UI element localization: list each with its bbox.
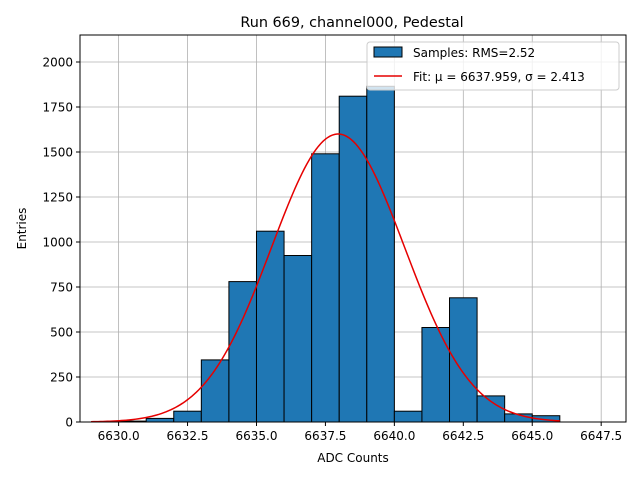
histogram-bar bbox=[311, 153, 340, 423]
histogram-bar bbox=[283, 255, 313, 423]
histogram-bar bbox=[228, 281, 257, 423]
legend-label-samples: Samples: RMS=2.52 bbox=[413, 46, 535, 60]
x-tick-label: 6640.0 bbox=[373, 429, 415, 443]
histogram-bar bbox=[145, 417, 175, 423]
y-tick-label: 250 bbox=[50, 371, 73, 385]
chart-title: Run 669, channel000, Pedestal bbox=[240, 15, 463, 31]
legend-box bbox=[366, 41, 620, 91]
y-tick-label: 500 bbox=[50, 326, 73, 340]
x-tick-label: 6630.0 bbox=[98, 429, 140, 443]
x-tick-label: 6647.5 bbox=[580, 429, 622, 443]
y-axis-label: Entries bbox=[15, 208, 29, 250]
histogram-bar bbox=[255, 230, 285, 423]
histogram-bars bbox=[118, 85, 561, 423]
histogram-bar bbox=[173, 410, 202, 423]
histogram-bar bbox=[338, 95, 368, 423]
x-tick-label: 6635.0 bbox=[235, 429, 277, 443]
x-tick-label: 6642.5 bbox=[442, 429, 484, 443]
plot-frame bbox=[79, 34, 627, 423]
y-tick-label: 0 bbox=[65, 416, 73, 430]
y-axis-ticks: 0 250 500 750 1000 1250 1500 1750 2000 bbox=[42, 56, 80, 430]
legend-swatch-samples bbox=[373, 46, 403, 58]
y-tick-label: 2000 bbox=[42, 56, 73, 70]
histogram-bar bbox=[393, 410, 423, 423]
y-tick-label: 1000 bbox=[42, 236, 73, 250]
x-tick-label: 6637.5 bbox=[304, 429, 346, 443]
histogram-bar bbox=[366, 85, 395, 423]
x-tick-label: 6645.0 bbox=[511, 429, 553, 443]
x-axis-ticks: 6630.0 6632.5 6635.0 6637.5 6640.0 6642.5 6645… bbox=[98, 422, 622, 443]
y-tick-label: 750 bbox=[50, 281, 73, 295]
x-axis-label: ADC Counts bbox=[317, 451, 389, 465]
y-tick-label: 1750 bbox=[42, 101, 73, 115]
histogram-bar bbox=[421, 327, 451, 423]
x-tick-label: 6632.5 bbox=[167, 429, 209, 443]
fit-curve-layer bbox=[91, 133, 560, 423]
legend: Samples: RMS=2.52 Fit: μ = 6637.959, σ =… bbox=[366, 41, 620, 91]
y-tick-label: 1500 bbox=[42, 146, 73, 160]
histogram-bar bbox=[449, 297, 478, 423]
gaussian-fit-line bbox=[91, 133, 560, 423]
histogram-bar bbox=[476, 395, 506, 423]
legend-label-fit: Fit: μ = 6637.959, σ = 2.413 bbox=[413, 70, 585, 84]
y-tick-label: 1250 bbox=[42, 191, 73, 205]
